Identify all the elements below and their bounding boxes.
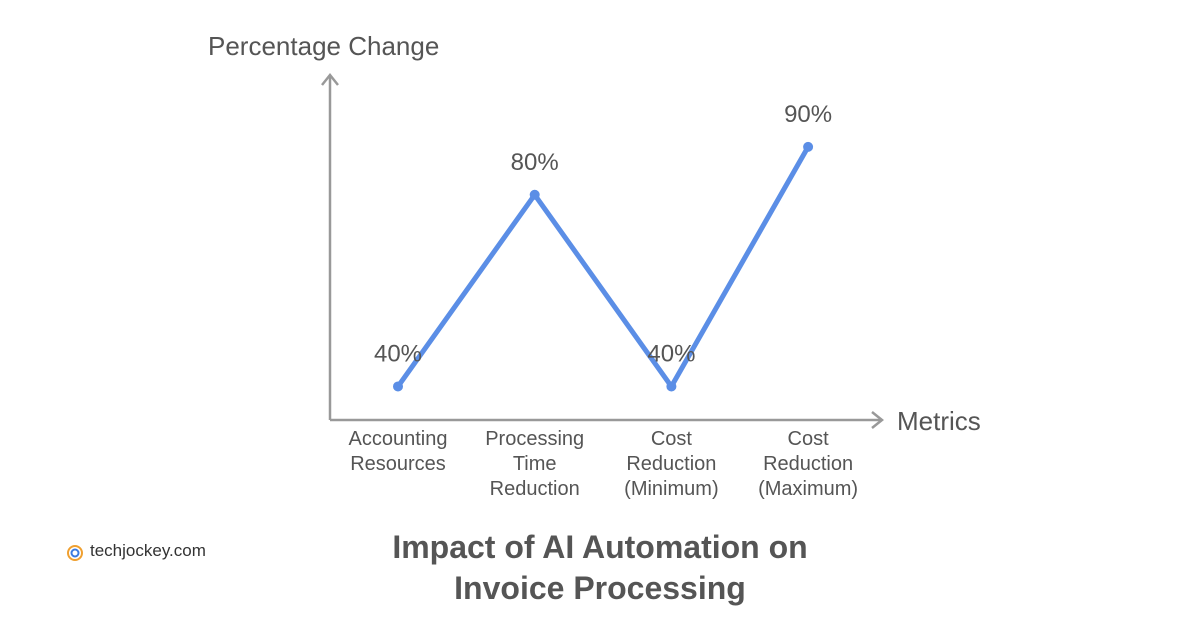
x-tick-label: Cost Reduction (Minimum) <box>624 428 719 500</box>
x-tick-label: Cost Reduction (Maximum) <box>758 428 859 500</box>
x-tick-label: Accounting Resources <box>348 428 448 475</box>
y-axis-arrow <box>321 72 339 86</box>
point <box>803 141 814 152</box>
data-label: 90% <box>784 101 832 128</box>
data-label: 40% <box>647 340 695 367</box>
point <box>666 381 677 392</box>
x-axis-arrow <box>871 411 885 429</box>
chart-title: Impact of AI Automation on Invoice Proce… <box>392 529 808 606</box>
y-axis-title: Percentage Change <box>208 31 440 61</box>
logo-icon <box>67 545 83 561</box>
data-label: 80% <box>511 149 559 176</box>
point <box>393 381 403 392</box>
point <box>529 189 540 200</box>
data-label: 40% <box>374 340 422 367</box>
x-axis-title: Metrics <box>897 406 981 436</box>
line <box>395 145 811 389</box>
watermark: techjockey.com <box>90 541 206 560</box>
x-tick-label: Processing Time Reduction <box>485 428 585 500</box>
